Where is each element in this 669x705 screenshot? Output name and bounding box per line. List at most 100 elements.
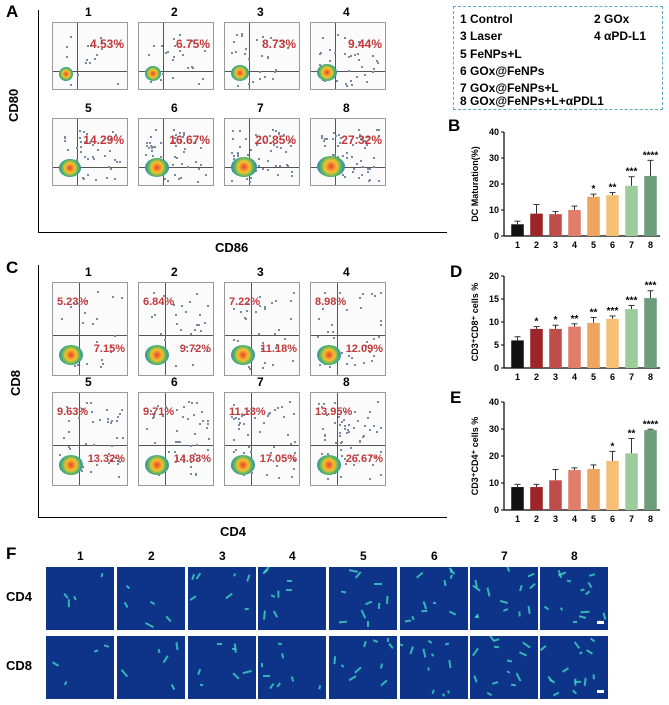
event-dot [341,352,344,355]
event-dot [368,167,371,170]
flow-plot: 16.67% [138,118,214,186]
event-dot [110,138,113,141]
event-dot [118,42,121,45]
significance-marker: * [535,317,539,328]
x-tick-label: 5 [591,514,596,524]
event-dot [165,51,168,54]
event-dot [325,413,328,416]
event-dot [290,170,293,173]
event-dot [176,322,179,325]
fluorescent-cell [444,642,449,646]
x-tick-label: 8 [648,240,653,250]
significance-marker: ** [609,183,617,194]
quadrant-percentage: 20.85% [255,133,296,147]
event-dot [204,49,207,52]
x-tick-label: 4 [572,514,577,524]
event-dot [283,133,286,136]
event-dot [232,438,235,441]
gate-line [163,119,164,185]
upper-quadrant-percentage: 5.23% [57,296,89,308]
event-dot [245,138,248,141]
event-dot [69,84,72,87]
event-dot [346,363,349,366]
fluorescent-cell [519,651,528,657]
chart-d: 0 5 10 15 20 CD3⁺CD8⁺ cells % 1 2 * 3 * 4 ** 5 ** 6 *** 7… [452,268,667,391]
event-dot [81,322,84,325]
upper-quadrant-percentage: 9.63% [57,406,89,418]
event-dot [189,301,192,304]
event-dot [326,453,329,456]
event-dot [148,142,151,145]
event-dot [354,53,357,56]
fluorescent-cell [243,670,253,675]
micrograph [540,636,608,699]
panel-d-label: D [450,262,463,281]
event-dot [99,366,102,369]
event-dot [96,317,99,320]
fluorescent-cell [431,652,435,657]
event-dot [248,368,251,371]
event-dot [196,323,199,326]
event-dot [162,294,165,297]
event-dot [268,135,271,138]
event-dot [359,159,362,162]
event-dot [293,467,296,470]
gate-line [53,445,127,446]
event-dot [151,154,154,157]
event-dot [377,61,380,64]
gate-line [53,71,127,72]
x-tick-label: 4 [572,240,577,250]
micrograph [329,567,397,630]
event-dot [151,146,154,149]
event-dot [258,71,261,74]
event-dot [350,80,353,83]
event-dot [110,458,113,461]
event-dot [363,424,366,427]
event-dot [248,365,251,368]
event-dot [86,59,89,62]
event-dot [329,60,332,63]
event-dot [181,415,184,418]
fluorescent-cell [275,682,281,688]
legend-item: 5 FeNPs+L [460,47,522,61]
fluorescent-cell [528,582,536,589]
event-dot [318,364,321,367]
bar [568,470,581,510]
event-dot [231,152,233,155]
event-dot [190,332,193,335]
event-dot [248,58,251,61]
panel-a-label: A [6,2,19,21]
event-dot [118,460,121,463]
y-tick-label: 5 [494,340,499,350]
gate-line [77,23,78,89]
event-dot [84,442,87,445]
event-dot [278,329,281,332]
significance-marker: ** [571,314,579,325]
event-dot [352,168,355,171]
y-tick-label: 30 [489,424,499,434]
fluorescent-cell [190,573,195,581]
event-dot [93,158,96,161]
event-dot [348,56,351,59]
gate-line [337,393,338,485]
fluorescent-cell [245,608,249,611]
fluorescent-cell [388,642,394,649]
fluorescent-cell [586,649,594,656]
event-dot [347,429,350,432]
micrograph [329,636,397,699]
fluorescent-cell [578,614,586,619]
fluorescent-cell [499,599,509,605]
fluorescent-cell [379,663,383,669]
event-dot [340,440,343,443]
event-dot [151,150,154,153]
event-dot [289,455,292,458]
event-dot [175,364,178,367]
event-dot [163,339,166,342]
event-dot [359,296,362,299]
event-dot [174,145,177,148]
gate-line [165,393,166,485]
event-dot [206,449,209,452]
event-dot [173,155,176,158]
event-dot [289,300,292,303]
fluorescent-cell [587,581,593,589]
